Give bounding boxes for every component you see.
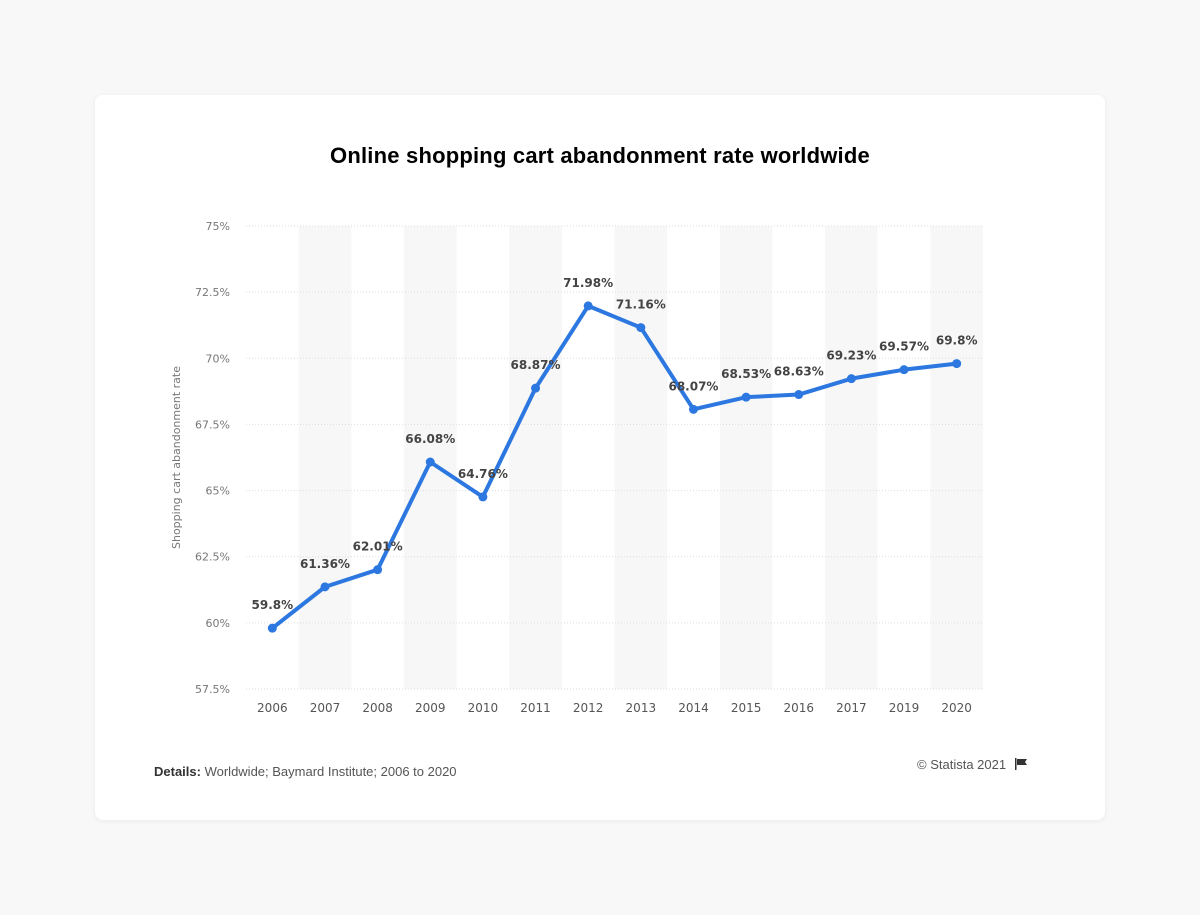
x-tick-label: 2010 bbox=[468, 701, 499, 715]
data-point bbox=[952, 359, 962, 369]
column-band bbox=[298, 226, 352, 689]
x-tick-label: 2013 bbox=[626, 701, 657, 715]
x-tick-label: 2019 bbox=[889, 701, 920, 715]
y-tick-label: 70% bbox=[206, 352, 230, 365]
data-label: 64.76% bbox=[458, 467, 508, 481]
data-label: 69.23% bbox=[826, 349, 876, 363]
data-point bbox=[846, 374, 856, 384]
data-label: 68.53% bbox=[721, 367, 771, 381]
data-label: 68.07% bbox=[668, 379, 718, 393]
details-note: Details: Worldwide; Baymard Institute; 2… bbox=[154, 764, 457, 779]
column-band bbox=[930, 226, 983, 689]
data-point bbox=[899, 365, 909, 375]
data-label: 62.01% bbox=[353, 540, 403, 554]
x-tick-label: 2017 bbox=[836, 701, 867, 715]
x-tick-label: 2012 bbox=[573, 701, 604, 715]
y-tick-label: 57.5% bbox=[195, 683, 230, 696]
data-point bbox=[373, 565, 383, 575]
data-point bbox=[267, 623, 277, 633]
x-tick-label: 2016 bbox=[783, 701, 814, 715]
details-text: Worldwide; Baymard Institute; 2006 to 20… bbox=[200, 764, 457, 779]
column-band bbox=[614, 226, 668, 689]
x-tick-label: 2007 bbox=[310, 701, 341, 715]
x-tick-label: 2008 bbox=[362, 701, 393, 715]
credit-text[interactable]: © Statista 2021 bbox=[917, 757, 1007, 772]
x-tick-label: 2014 bbox=[678, 701, 709, 715]
data-point bbox=[478, 492, 488, 502]
data-label: 71.16% bbox=[616, 298, 666, 312]
data-label: 69.57% bbox=[879, 340, 929, 354]
x-tick-label: 2015 bbox=[731, 701, 762, 715]
column-band bbox=[509, 226, 562, 689]
data-point bbox=[583, 301, 593, 311]
data-point bbox=[688, 404, 698, 414]
data-label: 59.8% bbox=[252, 598, 294, 612]
x-tick-label: 2009 bbox=[415, 701, 446, 715]
data-label: 66.08% bbox=[405, 432, 455, 446]
y-tick-label: 60% bbox=[206, 617, 230, 630]
series-line bbox=[271, 303, 957, 630]
y-tick-label: 75% bbox=[206, 220, 230, 233]
data-point bbox=[741, 392, 751, 402]
y-tick-label: 67.5% bbox=[195, 418, 230, 431]
column-band bbox=[825, 226, 878, 689]
details-label: Details: bbox=[154, 764, 201, 779]
data-label: 71.98% bbox=[563, 276, 613, 290]
data-label: 69.8% bbox=[936, 334, 978, 348]
x-tick-label: 2011 bbox=[520, 701, 551, 715]
x-tick-label: 2006 bbox=[257, 701, 288, 715]
data-point bbox=[320, 582, 330, 592]
data-point bbox=[531, 383, 541, 393]
chart-title: Online shopping cart abandonment rate wo… bbox=[330, 143, 870, 168]
data-label: 61.36% bbox=[300, 557, 350, 571]
statista-credit[interactable]: © Statista 2021 bbox=[917, 757, 1027, 772]
y-tick-label: 62.5% bbox=[195, 551, 230, 564]
y-axis-label: Shopping cart abandonment rate bbox=[170, 366, 183, 549]
flag-icon[interactable] bbox=[1014, 758, 1028, 770]
y-tick-label: 65% bbox=[206, 485, 230, 498]
data-label: 68.87% bbox=[511, 358, 561, 372]
data-point bbox=[794, 390, 804, 400]
y-tick-label: 72.5% bbox=[195, 286, 230, 299]
data-point bbox=[425, 457, 435, 467]
column-band bbox=[719, 226, 773, 689]
x-tick-label: 2020 bbox=[941, 701, 972, 715]
data-point bbox=[636, 323, 646, 333]
data-label: 68.63% bbox=[774, 365, 824, 379]
